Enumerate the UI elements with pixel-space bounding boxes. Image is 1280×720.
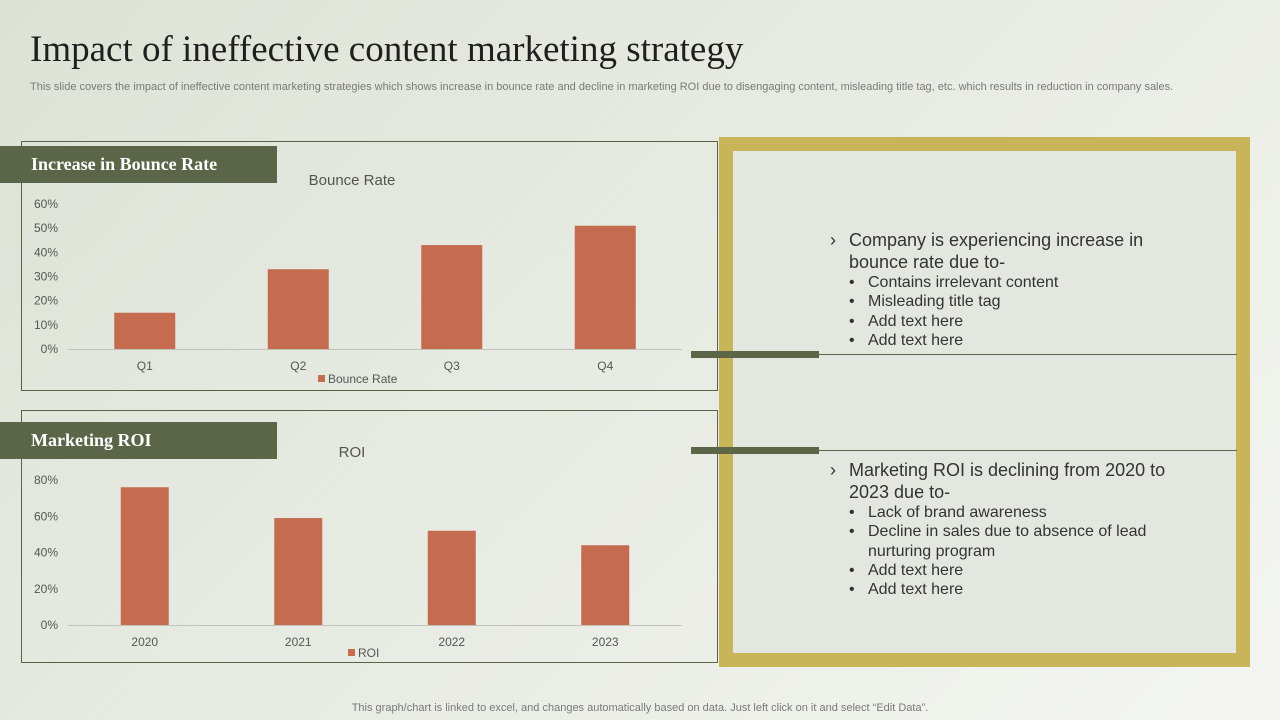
x-tick-label: Q4 xyxy=(597,359,613,373)
bullet-icon: • xyxy=(849,312,855,330)
list-item-text: Add text here xyxy=(868,312,964,330)
y-tick-label: 40% xyxy=(34,245,58,259)
list-item: • Add text here xyxy=(849,561,1200,580)
connector-top xyxy=(691,351,819,358)
list-item-text: Lack of brand awareness xyxy=(868,504,1047,521)
bounce-rate-chart: Bounce Rate 0% 10% 20% 30% 40% 50% 60% Q1 Q2 Q3 Q4 B… xyxy=(34,172,682,386)
bar xyxy=(274,518,323,625)
roi-tag: Marketing ROI xyxy=(0,422,277,459)
y-tick-label: 20% xyxy=(34,582,58,596)
bullet-icon: • xyxy=(849,581,855,599)
connector-bottom xyxy=(691,447,819,454)
y-tick-label: 10% xyxy=(34,318,58,332)
legend-label: Bounce Rate xyxy=(328,372,398,386)
bullet-icon: • xyxy=(849,293,855,311)
page-title: Impact of ineffective content marketing … xyxy=(30,29,744,70)
x-tick-label: 2021 xyxy=(285,635,312,649)
bullet-icon: • xyxy=(849,331,855,349)
note-block-bounce: › Company is experiencing increase in bo… xyxy=(830,229,1200,350)
bar xyxy=(114,312,176,349)
list-item: • Misleading title tag xyxy=(849,292,1200,311)
chart-title: ROI xyxy=(339,444,366,461)
note-heading: Company is experiencing increase in boun… xyxy=(849,230,1144,272)
y-tick-label: 0% xyxy=(41,618,59,632)
list-item: • Decline in sales due to absence of lead… xyxy=(849,522,1200,561)
x-tick-label: Q3 xyxy=(444,359,460,373)
divider-bottom xyxy=(819,450,1237,451)
bullet-icon: • xyxy=(849,523,855,541)
bar xyxy=(267,269,329,349)
list-item-text: Misleading title tag xyxy=(868,293,1001,311)
y-tick-label: 60% xyxy=(34,197,58,211)
y-tick-label: 50% xyxy=(34,221,58,235)
notes-frame xyxy=(719,137,1250,667)
x-tick-label: Q1 xyxy=(137,359,153,373)
bar xyxy=(421,245,483,349)
y-tick-label: 60% xyxy=(34,509,58,523)
bar xyxy=(427,530,476,625)
list-item: • Lack of brand awareness xyxy=(849,503,1200,522)
note-block-roi: › Marketing ROI is declining from 2020 t… xyxy=(830,459,1200,599)
list-item: • Add text here xyxy=(849,580,1200,599)
bounce-rate-panel xyxy=(21,141,718,391)
list-item-text: Decline in sales due to absence of lead … xyxy=(868,523,1147,560)
list-item-text: Add text here xyxy=(868,581,964,599)
list-item-text: Add text here xyxy=(868,561,964,579)
chart-title: Bounce Rate xyxy=(309,172,396,189)
bar xyxy=(574,225,636,349)
bar xyxy=(120,487,169,625)
page-subtitle: This slide covers the impact of ineffect… xyxy=(30,81,1174,93)
legend-label: ROI xyxy=(358,646,379,660)
y-tick-label: 40% xyxy=(34,546,58,560)
footer-note: This graph/chart is linked to excel, and… xyxy=(351,702,929,714)
chevron-right-icon: › xyxy=(830,230,836,250)
list-item: • Add text here xyxy=(849,331,1200,350)
divider-top xyxy=(819,354,1237,355)
list-item-text: Add text here xyxy=(868,331,964,349)
list-item-text: Contains irrelevant content xyxy=(868,274,1059,291)
list-item: • Add text here xyxy=(849,312,1200,331)
legend-swatch xyxy=(348,649,355,656)
list-item: • Contains irrelevant content xyxy=(849,273,1200,292)
bullet-icon: • xyxy=(849,504,855,521)
y-tick-label: 20% xyxy=(34,294,58,308)
y-tick-label: 30% xyxy=(34,270,58,284)
bounce-rate-tag: Increase in Bounce Rate xyxy=(0,146,277,183)
y-tick-label: 80% xyxy=(34,473,58,487)
roi-panel xyxy=(21,410,718,663)
legend-swatch xyxy=(318,375,325,382)
x-tick-label: Q2 xyxy=(290,359,306,373)
x-tick-label: 2020 xyxy=(131,635,158,649)
notes-frame-inner xyxy=(733,151,1236,653)
chevron-right-icon: › xyxy=(830,460,836,480)
roi-chart: ROI 0% 20% 40% 60% 80% 2020 2021 2022 2023 ROI xyxy=(34,444,682,660)
bar xyxy=(581,545,630,625)
x-tick-label: 2023 xyxy=(592,635,619,649)
y-tick-label: 0% xyxy=(41,342,59,356)
bullet-icon: • xyxy=(849,274,855,291)
x-tick-label: 2022 xyxy=(438,635,465,649)
bullet-icon: • xyxy=(849,561,855,579)
note-heading: Marketing ROI is declining from 2020 to … xyxy=(849,460,1166,502)
